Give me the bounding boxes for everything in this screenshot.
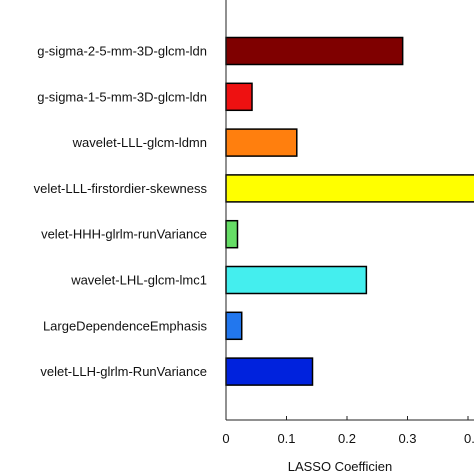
bar [225, 265, 368, 295]
category-label: velet-LLH-glrlm-RunVariance [40, 364, 207, 379]
x-ticks: 0 0.1 0.2 0.3 0. [222, 416, 474, 446]
bar [225, 128, 298, 157]
bar [225, 36, 404, 66]
x-tick-label: 0 [222, 431, 229, 446]
category-labels: g-sigma-2-5-mm-3D-glcm-ldn g-sigma-1-5-mm… [34, 44, 208, 380]
bar [225, 219, 239, 249]
category-label: g-sigma-2-5-mm-3D-glcm-ldn [37, 44, 207, 59]
x-tick-label: 0.3 [398, 431, 416, 446]
category-label: wavelet-LHL-glcm-lmc1 [70, 273, 207, 288]
category-label: g-sigma-1-5-mm-3D-glcm-ldn [37, 89, 207, 104]
x-axis-label: LASSO Coefficien [288, 459, 393, 474]
bar [225, 174, 474, 203]
category-label: wavelet-LLL-glcm-ldmn [72, 135, 207, 150]
bar [225, 311, 243, 341]
category-label: velet-HHH-glrlm-runVariance [41, 227, 207, 242]
x-tick-label: 0. [464, 431, 474, 446]
x-tick-label: 0.1 [277, 431, 295, 446]
category-label: LargeDependenceEmphasis [43, 318, 208, 333]
axes [225, 0, 474, 421]
bar [225, 357, 314, 386]
category-label: velet-LLL-firstordier-skewness [34, 181, 208, 196]
bars [225, 36, 474, 386]
x-tick-label: 0.2 [338, 431, 356, 446]
bar [225, 82, 253, 112]
